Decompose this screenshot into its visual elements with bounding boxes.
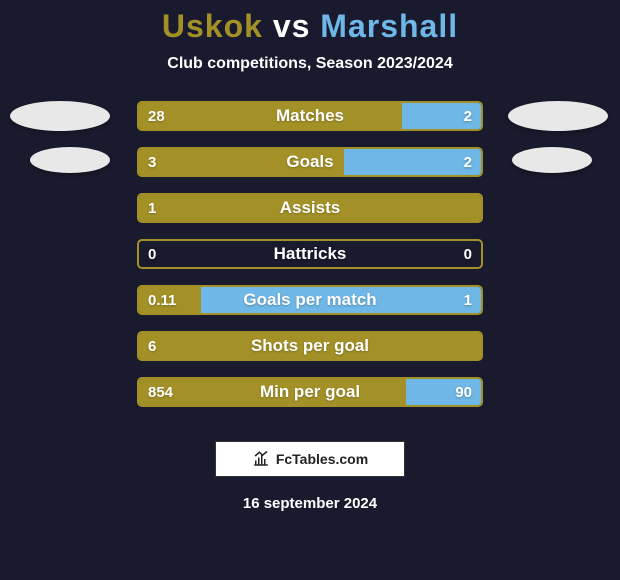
stat-bar-left (139, 103, 402, 129)
stat-value-left: 6 (148, 331, 156, 361)
stat-row: Assists1 (0, 193, 620, 239)
stat-row: Hattricks00 (0, 239, 620, 285)
stat-bar-left (139, 379, 406, 405)
stat-value-left: 28 (148, 101, 165, 131)
attribution-badge[interactable]: FcTables.com (215, 441, 405, 477)
stat-value-right: 1 (464, 285, 472, 315)
stat-value-left: 1 (148, 193, 156, 223)
stat-value-right: 0 (464, 239, 472, 269)
vs-text: vs (263, 8, 320, 44)
stat-row: Shots per goal6 (0, 331, 620, 377)
stat-bar-right (344, 149, 481, 175)
stat-bar (137, 101, 483, 131)
attribution-text: FcTables.com (276, 451, 368, 467)
date-text: 16 september 2024 (0, 495, 620, 512)
stat-value-left: 0 (148, 239, 156, 269)
stat-bar-left (139, 333, 481, 359)
chart-icon (252, 450, 270, 468)
stat-bar-left (139, 149, 344, 175)
stat-bar-left (139, 195, 481, 221)
stat-value-left: 854 (148, 377, 173, 407)
stat-value-left: 3 (148, 147, 156, 177)
stat-row: Min per goal85490 (0, 377, 620, 423)
stat-row: Goals32 (0, 147, 620, 193)
stat-bar (137, 239, 483, 269)
stat-bar (137, 331, 483, 361)
stat-row: Goals per match0.111 (0, 285, 620, 331)
stat-value-right: 2 (464, 101, 472, 131)
stat-bar (137, 285, 483, 315)
stat-row: Matches282 (0, 101, 620, 147)
stat-value-right: 2 (464, 147, 472, 177)
stat-value-right: 90 (455, 377, 472, 407)
comparison-chart: Matches282Goals32Assists1Hattricks00Goal… (0, 101, 620, 423)
stat-bar-right (310, 241, 481, 267)
player2-name: Marshall (320, 8, 458, 44)
subtitle: Club competitions, Season 2023/2024 (0, 55, 620, 73)
stat-bar (137, 377, 483, 407)
stat-bar (137, 147, 483, 177)
stat-bar-right (201, 287, 481, 313)
player1-name: Uskok (162, 8, 263, 44)
stat-bar-left (139, 241, 310, 267)
stat-bar (137, 193, 483, 223)
stat-value-left: 0.11 (148, 285, 176, 315)
page-title: Uskok vs Marshall (0, 0, 620, 45)
